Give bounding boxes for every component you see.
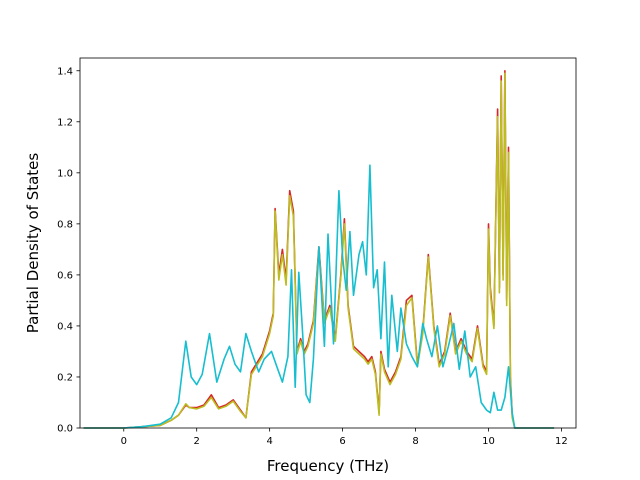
- y-tick-label: 0.4: [57, 321, 73, 332]
- y-tick-label: 1.4: [57, 66, 73, 77]
- y-tick-label: 1.2: [57, 117, 73, 128]
- x-tick-label: 0: [121, 436, 127, 447]
- plot-frame: [79, 57, 577, 429]
- x-tick-label: 8: [412, 436, 418, 447]
- series-line-2: [83, 72, 555, 429]
- y-tick-label: 0.8: [57, 219, 73, 230]
- y-tick-label: 0.2: [57, 372, 73, 383]
- x-axis-label: Frequency (THz): [267, 457, 389, 475]
- y-tick-label: 0.0: [57, 424, 73, 435]
- y-axis-label: Partial Density of States: [24, 153, 42, 334]
- x-tick-label: 2: [194, 436, 200, 447]
- y-tick-label: 0.6: [57, 270, 73, 281]
- x-tick-label: 4: [266, 436, 272, 447]
- y-tick-label: 1.0: [57, 168, 73, 179]
- x-tick-label: 10: [482, 436, 495, 447]
- x-tick-label: 6: [339, 436, 345, 447]
- series-line-3: [83, 164, 555, 429]
- axis-ticks: 0 2 4 6 8 10 12 0.0 0.2 0.4 0.6 0.8 1.0 1.2 1.4: [57, 66, 568, 447]
- x-tick-label: 12: [555, 436, 568, 447]
- series-layer: [83, 70, 555, 429]
